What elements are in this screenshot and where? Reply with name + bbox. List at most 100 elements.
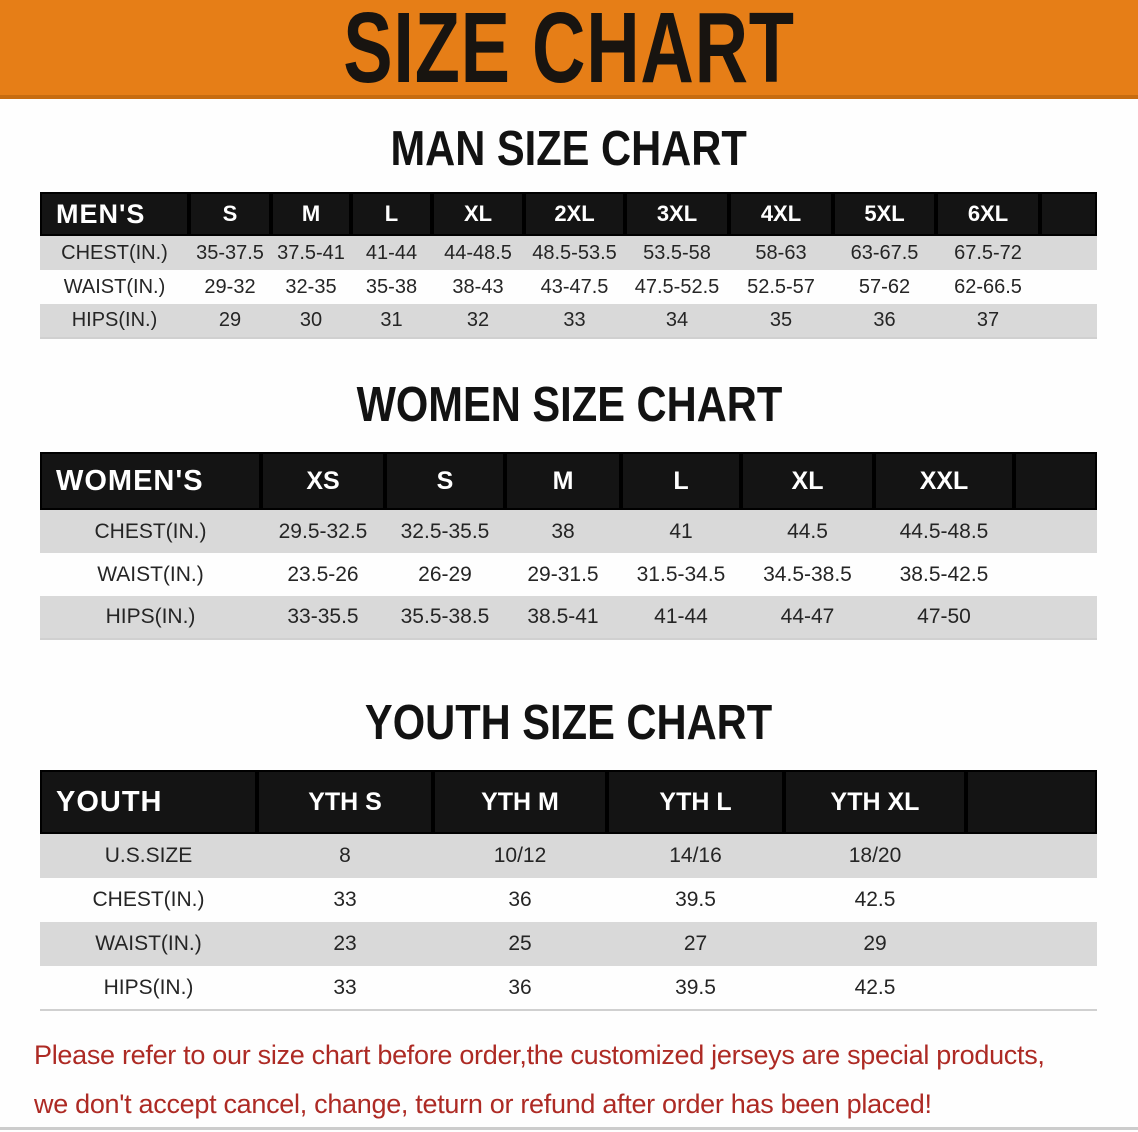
size-cell: 29 <box>784 922 966 966</box>
row-label: CHEST(IN.) <box>40 236 189 270</box>
size-cell: 39.5 <box>607 878 784 922</box>
filler-cell <box>966 770 1097 834</box>
table-row: U.S.SIZE 8 10/12 14/16 18/20 <box>40 834 1097 878</box>
size-cell: 29-32 <box>189 270 271 304</box>
table-row: HIPS(IN.) 33-35.5 35.5-38.5 38.5-41 41-44 44-… <box>40 596 1097 639</box>
filler-cell <box>1014 510 1097 553</box>
size-cell: 23.5-26 <box>261 553 385 596</box>
size-cell: 33 <box>524 304 625 338</box>
size-cell: 29-31.5 <box>505 553 621 596</box>
size-cell: 35.5-38.5 <box>385 596 505 639</box>
row-label: WAIST(IN.) <box>40 922 257 966</box>
size-cell: 31.5-34.5 <box>621 553 741 596</box>
row-label: WAIST(IN.) <box>40 553 261 596</box>
size-cell: 29 <box>189 304 271 338</box>
size-cell: 34.5-38.5 <box>741 553 874 596</box>
size-cell: 44-47 <box>741 596 874 639</box>
size-cell: 58-63 <box>729 236 833 270</box>
filler-cell <box>966 922 1097 966</box>
row-label: U.S.SIZE <box>40 834 257 878</box>
column-header: XXL <box>874 452 1014 510</box>
size-cell: 23 <box>257 922 433 966</box>
size-cell: 43-47.5 <box>524 270 625 304</box>
size-cell: 32.5-35.5 <box>385 510 505 553</box>
column-header: 6XL <box>936 192 1040 236</box>
size-cell: 35-38 <box>351 270 432 304</box>
column-header: XL <box>741 452 874 510</box>
size-cell: 44.5 <box>741 510 874 553</box>
filler-cell <box>1040 304 1097 338</box>
size-cell: 10/12 <box>433 834 607 878</box>
size-cell: 38-43 <box>432 270 524 304</box>
disclaimer-line-2: we don't accept cancel, change, teturn o… <box>34 1089 932 1119</box>
column-header: 4XL <box>729 192 833 236</box>
youth-size-chart-title: YOUTH SIZE CHART <box>0 698 1138 748</box>
column-header: M <box>505 452 621 510</box>
table-corner-label: YOUTH <box>40 770 257 834</box>
man-size-chart-title-text: MAN SIZE CHART <box>390 122 748 176</box>
size-cell: 44.5-48.5 <box>874 510 1014 553</box>
column-header: 2XL <box>524 192 625 236</box>
women-size-table: WOMEN'S XS S M L XL XXL CHEST(IN.) 29.5-32.5 32.5… <box>40 452 1097 640</box>
size-cell: 67.5-72 <box>936 236 1040 270</box>
table-corner-label: MEN'S <box>40 192 189 236</box>
row-label: CHEST(IN.) <box>40 510 261 553</box>
filler-cell <box>1014 596 1097 639</box>
size-cell: 32 <box>432 304 524 338</box>
column-header: M <box>271 192 351 236</box>
size-chart-banner-title: SIZE CHART <box>343 0 795 104</box>
column-header: YTH S <box>257 770 433 834</box>
table-corner-label: WOMEN'S <box>40 452 261 510</box>
size-cell: 41-44 <box>621 596 741 639</box>
table-header-row: YOUTH YTH S YTH M YTH L YTH XL <box>40 770 1097 834</box>
size-cell: 42.5 <box>784 878 966 922</box>
size-cell: 44-48.5 <box>432 236 524 270</box>
column-header: 5XL <box>833 192 936 236</box>
column-header: YTH L <box>607 770 784 834</box>
size-cell: 31 <box>351 304 432 338</box>
size-cell: 14/16 <box>607 834 784 878</box>
size-cell: 33 <box>257 878 433 922</box>
size-cell: 53.5-58 <box>625 236 729 270</box>
column-header: YTH M <box>433 770 607 834</box>
size-cell: 42.5 <box>784 966 966 1010</box>
size-cell: 38.5-41 <box>505 596 621 639</box>
size-cell: 33 <box>257 966 433 1010</box>
disclaimer-text: Please refer to our size chart before or… <box>0 1031 1138 1129</box>
column-header: XS <box>261 452 385 510</box>
column-header: L <box>621 452 741 510</box>
size-cell: 41-44 <box>351 236 432 270</box>
column-header: S <box>189 192 271 236</box>
size-cell: 63-67.5 <box>833 236 936 270</box>
size-cell: 29.5-32.5 <box>261 510 385 553</box>
size-cell: 30 <box>271 304 351 338</box>
size-cell: 27 <box>607 922 784 966</box>
filler-cell <box>1040 192 1097 236</box>
column-header: YTH XL <box>784 770 966 834</box>
size-cell: 32-35 <box>271 270 351 304</box>
row-label: HIPS(IN.) <box>40 596 261 639</box>
size-cell: 18/20 <box>784 834 966 878</box>
size-cell: 36 <box>433 966 607 1010</box>
size-cell: 57-62 <box>833 270 936 304</box>
filler-cell <box>1014 452 1097 510</box>
table-header-row: WOMEN'S XS S M L XL XXL <box>40 452 1097 510</box>
size-cell: 36 <box>433 878 607 922</box>
table-row: HIPS(IN.) 29 30 31 32 33 34 35 36 37 <box>40 304 1097 338</box>
table-row: CHEST(IN.) 29.5-32.5 32.5-35.5 38 41 44.5 44.5… <box>40 510 1097 553</box>
row-label: CHEST(IN.) <box>40 878 257 922</box>
women-size-chart-title: WOMEN SIZE CHART <box>0 380 1138 430</box>
table-row: WAIST(IN.) 23 25 27 29 <box>40 922 1097 966</box>
size-cell: 38.5-42.5 <box>874 553 1014 596</box>
disclaimer-line-1: Please refer to our size chart before or… <box>34 1040 1045 1070</box>
size-cell: 37.5-41 <box>271 236 351 270</box>
table-header-row: MEN'S S M L XL 2XL 3XL 4XL 5XL 6XL <box>40 192 1097 236</box>
size-cell: 39.5 <box>607 966 784 1010</box>
column-header: 3XL <box>625 192 729 236</box>
size-cell: 41 <box>621 510 741 553</box>
table-row: CHEST(IN.) 35-37.5 37.5-41 41-44 44-48.5 48.5… <box>40 236 1097 270</box>
filler-cell <box>1014 553 1097 596</box>
table-row: WAIST(IN.) 23.5-26 26-29 29-31.5 31.5-34.5 34… <box>40 553 1097 596</box>
filler-cell <box>966 966 1097 1010</box>
